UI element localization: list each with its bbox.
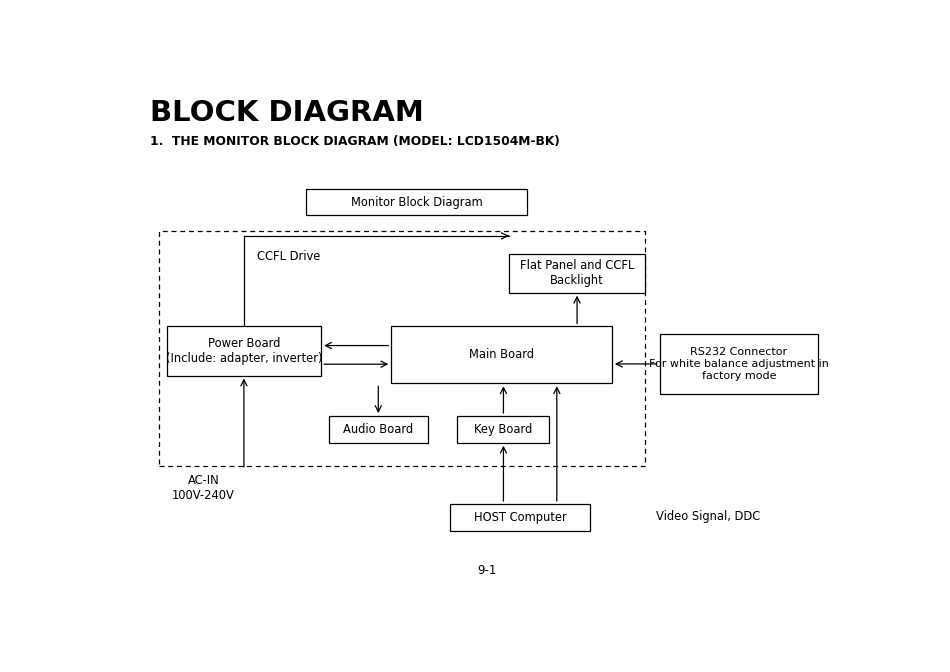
FancyBboxPatch shape <box>660 334 818 394</box>
Text: RS232 Connector
For white balance adjustment in
factory mode: RS232 Connector For white balance adjust… <box>649 347 829 380</box>
Text: 1.  THE MONITOR BLOCK DIAGRAM (MODEL: LCD1504M-BK): 1. THE MONITOR BLOCK DIAGRAM (MODEL: LCD… <box>150 135 560 148</box>
Text: Flat Panel and CCFL
Backlight: Flat Panel and CCFL Backlight <box>520 259 635 288</box>
FancyBboxPatch shape <box>166 327 321 376</box>
FancyBboxPatch shape <box>458 416 549 443</box>
Text: Audio Board: Audio Board <box>343 423 413 436</box>
Text: CCFL Drive: CCFL Drive <box>257 250 320 263</box>
Text: Key Board: Key Board <box>474 423 533 436</box>
FancyBboxPatch shape <box>307 190 527 215</box>
FancyBboxPatch shape <box>391 327 612 383</box>
Text: Video Signal, DDC: Video Signal, DDC <box>656 510 760 523</box>
Text: Monitor Block Diagram: Monitor Block Diagram <box>352 196 483 209</box>
Text: BLOCK DIAGRAM: BLOCK DIAGRAM <box>150 99 424 127</box>
FancyBboxPatch shape <box>329 416 428 443</box>
Text: Power Board
(Include: adapter, inverter): Power Board (Include: adapter, inverter) <box>165 337 322 365</box>
FancyBboxPatch shape <box>450 504 590 531</box>
Text: HOST Computer: HOST Computer <box>474 511 566 524</box>
Text: Main Board: Main Board <box>469 348 534 362</box>
Text: 9-1: 9-1 <box>477 564 497 577</box>
Text: AC-IN
100V-240V: AC-IN 100V-240V <box>172 474 235 502</box>
FancyBboxPatch shape <box>509 254 645 293</box>
